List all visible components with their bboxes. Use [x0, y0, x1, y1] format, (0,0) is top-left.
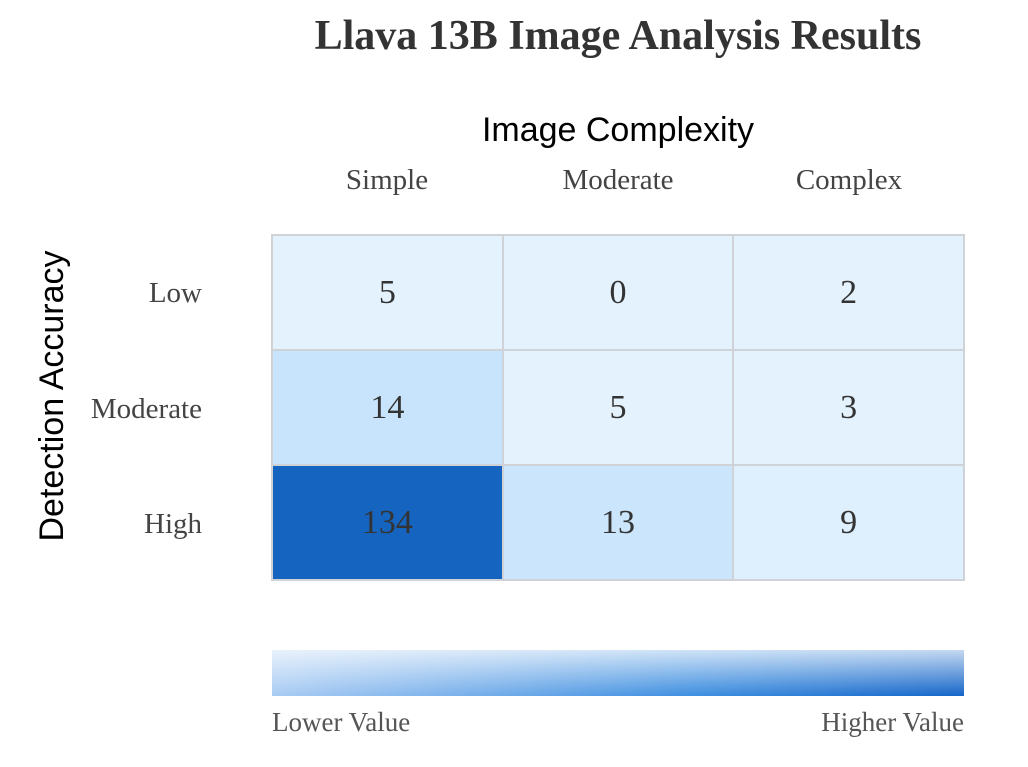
- x-tick-label-moderate: Moderate: [562, 164, 674, 196]
- heatmap-cell-low-simple: 5: [273, 236, 502, 349]
- heatmap-cell-moderate-moderate: 5: [503, 351, 733, 464]
- heatmap-cell-low-complex: 2: [734, 236, 963, 349]
- heatmap-grid: 5 0 2 14 5 3 134 13 9: [271, 234, 965, 581]
- y-tick-label-high: High: [144, 508, 202, 540]
- chart-title: Llava 13B Image Analysis Results: [314, 13, 922, 59]
- heatmap-cell-high-complex: 9: [734, 466, 963, 579]
- y-tick-label-moderate: Moderate: [90, 393, 202, 425]
- heatmap-cell-high-moderate: 13: [503, 466, 733, 579]
- color-scale-high-label: Higher Value: [821, 707, 964, 737]
- heatmap-cell-low-moderate: 0: [503, 236, 733, 349]
- heatmap-cell-moderate-simple: 14: [273, 351, 502, 464]
- color-scale-low-label: Lower Value: [272, 707, 411, 737]
- y-tick-label-low: Low: [148, 277, 202, 309]
- color-scale-bar: [272, 650, 964, 696]
- x-tick-label-complex: Complex: [795, 164, 903, 196]
- y-axis-label: Detection Accuracy: [33, 250, 71, 542]
- heatmap-cell-high-simple: 134: [273, 466, 502, 579]
- x-axis-label: Image Complexity: [481, 111, 755, 149]
- x-tick-label-simple: Simple: [345, 164, 429, 196]
- heatmap-cell-moderate-complex: 3: [734, 351, 963, 464]
